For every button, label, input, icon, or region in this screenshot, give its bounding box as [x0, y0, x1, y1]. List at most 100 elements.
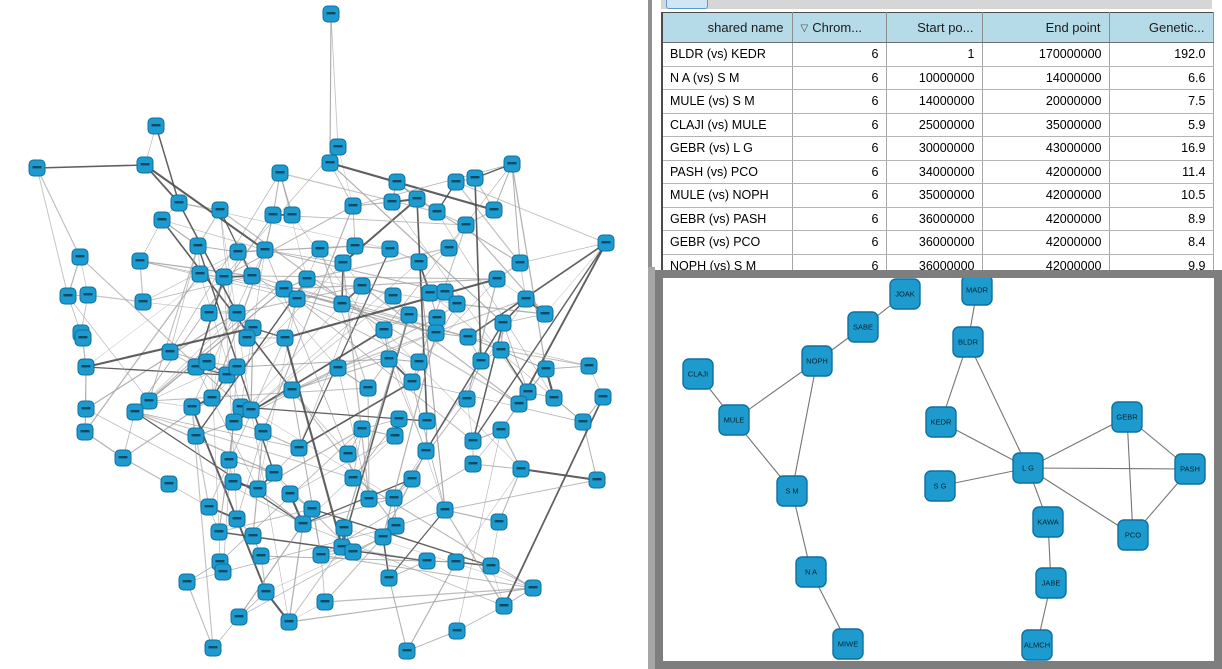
network-node-SABE[interactable]: SABE	[847, 311, 879, 343]
table-cell[interactable]: MULE (vs) S M	[662, 89, 793, 114]
network-node[interactable]	[597, 234, 615, 252]
table-cell[interactable]: 34000000	[886, 160, 983, 184]
table-row[interactable]: GEBR (vs) PASH 6 36000000 42000000 8.9	[662, 207, 1214, 231]
network-node[interactable]	[215, 268, 233, 286]
network-node[interactable]	[79, 286, 97, 304]
network-node[interactable]	[228, 304, 246, 322]
table-cell[interactable]: GEBR (vs) L G	[662, 136, 793, 161]
network-node[interactable]	[380, 350, 398, 368]
table-cell[interactable]: 8.4	[1109, 230, 1214, 255]
network-node[interactable]	[77, 400, 95, 418]
network-node[interactable]	[353, 420, 371, 438]
table-row[interactable]: MULE (vs) NOPH 6 35000000 42000000 10.5	[662, 183, 1214, 208]
network-node-PASH[interactable]: PASH	[1174, 453, 1206, 485]
table-cell[interactable]: 6	[792, 113, 887, 137]
table-cell[interactable]: 7.5	[1109, 89, 1214, 114]
table-cell[interactable]: 6	[792, 207, 887, 231]
network-node[interactable]	[384, 287, 402, 305]
network-node[interactable]	[161, 343, 179, 361]
table-cell[interactable]: 1	[886, 42, 983, 67]
table-row[interactable]: MULE (vs) S M 6 14000000 20000000 7.5	[662, 89, 1214, 114]
network-node[interactable]	[344, 543, 362, 561]
network-node[interactable]	[344, 469, 362, 487]
network-node[interactable]	[421, 284, 439, 302]
network-node[interactable]	[294, 515, 312, 533]
network-node[interactable]	[490, 513, 508, 531]
network-node[interactable]	[536, 305, 554, 323]
table-row[interactable]: GEBR (vs) PCO 6 36000000 42000000 8.4	[662, 230, 1214, 255]
network-node[interactable]	[517, 290, 535, 308]
table-cell[interactable]: 6	[792, 89, 887, 114]
network-node[interactable]	[114, 449, 132, 467]
network-node-NA[interactable]: N A	[795, 556, 827, 588]
network-node[interactable]	[482, 557, 500, 575]
network-node[interactable]	[290, 439, 308, 457]
network-node[interactable]	[224, 473, 242, 491]
network-node[interactable]	[147, 117, 165, 135]
network-node-GEBR[interactable]: GEBR	[1111, 401, 1143, 433]
network-node-SM[interactable]: S M	[776, 475, 808, 507]
network-node[interactable]	[398, 642, 416, 660]
network-node[interactable]	[410, 253, 428, 271]
network-node[interactable]	[344, 197, 362, 215]
network-node[interactable]	[511, 254, 529, 272]
network-node[interactable]	[374, 528, 392, 546]
network-node-PCO[interactable]: PCO	[1117, 519, 1149, 551]
network-node-MULE[interactable]: MULE	[718, 404, 750, 436]
table-cell[interactable]: 25000000	[886, 113, 983, 137]
network-node[interactable]	[230, 608, 248, 626]
network-node[interactable]	[466, 169, 484, 187]
table-cell[interactable]: 35000000	[982, 113, 1110, 137]
network-node-JOAK[interactable]: JOAK	[889, 278, 921, 310]
filtered-network-canvas[interactable]: JOAK SABE NOPH CLAJI MULE S M N A MIWE MADR BLDR K…	[663, 278, 1214, 661]
network-node-NOPH[interactable]: NOPH	[801, 345, 833, 377]
network-node[interactable]	[447, 173, 465, 191]
table-cell[interactable]: GEBR (vs) PCO	[662, 230, 793, 255]
network-node[interactable]	[459, 328, 477, 346]
network-node[interactable]	[510, 395, 528, 413]
column-header-shared-name[interactable]: shared name	[662, 12, 793, 43]
table-cell[interactable]: 35000000	[886, 183, 983, 208]
network-node[interactable]	[334, 254, 352, 272]
network-node[interactable]	[457, 216, 475, 234]
table-toolbar-button[interactable]	[666, 0, 708, 9]
table-cell[interactable]: 16.9	[1109, 136, 1214, 161]
network-node[interactable]	[410, 353, 428, 371]
network-node[interactable]	[448, 295, 466, 313]
network-node[interactable]	[492, 421, 510, 439]
network-edge-LG-GEBR[interactable]	[1027, 416, 1128, 469]
network-node[interactable]	[403, 470, 421, 488]
network-node-KEDR[interactable]: KEDR	[925, 406, 957, 438]
table-row[interactable]: PASH (vs) PCO 6 34000000 42000000 11.4	[662, 160, 1214, 184]
network-node[interactable]	[380, 569, 398, 587]
network-node[interactable]	[183, 398, 201, 416]
network-node-BLDR[interactable]: BLDR	[952, 326, 984, 358]
table-cell[interactable]: 36000000	[886, 230, 983, 255]
network-node[interactable]	[359, 379, 377, 397]
table-cell[interactable]: 6	[792, 160, 887, 184]
network-edge-BLDR-LG[interactable]	[967, 341, 1029, 469]
network-node-JABE[interactable]: JABE	[1035, 567, 1067, 599]
network-node[interactable]	[271, 164, 289, 182]
network-node[interactable]	[189, 237, 207, 255]
network-node[interactable]	[385, 489, 403, 507]
network-node[interactable]	[485, 201, 503, 219]
network-node[interactable]	[229, 243, 247, 261]
network-node[interactable]	[436, 283, 454, 301]
network-node[interactable]	[214, 563, 232, 581]
network-node[interactable]	[228, 358, 246, 376]
network-node[interactable]	[335, 519, 353, 537]
table-cell[interactable]: 8.9	[1109, 207, 1214, 231]
network-node[interactable]	[254, 423, 272, 441]
network-node[interactable]	[464, 432, 482, 450]
network-node[interactable]	[131, 252, 149, 270]
network-node[interactable]	[204, 639, 222, 657]
network-node[interactable]	[276, 329, 294, 347]
table-cell[interactable]: N A (vs) S M	[662, 66, 793, 90]
network-node-MADR[interactable]: MADR	[961, 278, 993, 306]
network-node[interactable]	[256, 241, 274, 259]
network-node[interactable]	[77, 358, 95, 376]
network-node[interactable]	[153, 211, 171, 229]
table-row[interactable]: GEBR (vs) L G 6 30000000 43000000 16.9	[662, 136, 1214, 161]
network-node[interactable]	[170, 194, 188, 212]
